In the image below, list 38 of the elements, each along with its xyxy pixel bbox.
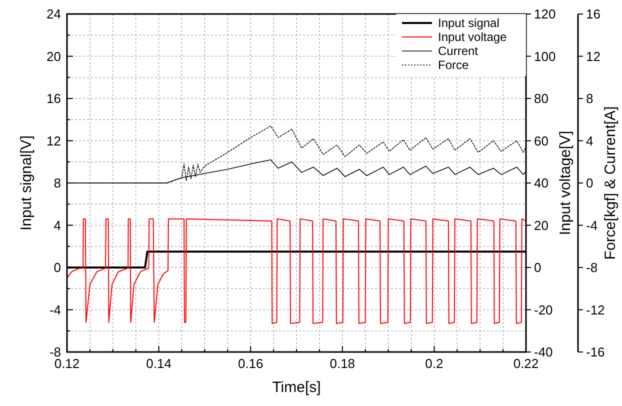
y-tick-label: 0 bbox=[54, 260, 61, 275]
y3-tick-label: 8 bbox=[586, 91, 594, 106]
x-tick-label: 0.2 bbox=[425, 356, 444, 371]
y3-tick-label: -4 bbox=[586, 218, 598, 233]
legend-label: Input signal bbox=[438, 16, 500, 30]
y2-tick-label: 120 bbox=[534, 6, 556, 22]
y-tick-label: 16 bbox=[46, 91, 61, 106]
y-tick-label: 12 bbox=[46, 133, 61, 148]
legend-label: Current bbox=[438, 44, 479, 58]
x-tick-label: 0.16 bbox=[238, 356, 264, 371]
y-axis-title: Input signal[V] bbox=[18, 135, 35, 231]
legend-label: Input voltage bbox=[438, 30, 508, 44]
y2-tick-label: 20 bbox=[534, 218, 548, 233]
y2-tick-label: 0 bbox=[534, 260, 542, 275]
y2-tick-label: -20 bbox=[534, 302, 553, 318]
y2-tick-label: 80 bbox=[534, 91, 548, 106]
y3-tick-label: -16 bbox=[586, 344, 605, 360]
y3-tick-label: 4 bbox=[586, 133, 594, 148]
y3-tick-label: 16 bbox=[586, 6, 600, 22]
y-tick-label: 8 bbox=[54, 176, 61, 190]
y2-axis-title: Input voltage[V] bbox=[557, 130, 574, 236]
y3-tick-label: -12 bbox=[586, 302, 605, 318]
y3-tick-label: -8 bbox=[586, 260, 598, 275]
line-series bbox=[67, 218, 526, 324]
y3-tick-label: 0 bbox=[586, 176, 594, 190]
y3-axis-title: Force[kgf] & Current[A] bbox=[602, 106, 619, 260]
x-tick-label: 0.18 bbox=[330, 356, 356, 371]
x-tick-label: 0.14 bbox=[146, 356, 172, 371]
y-tick-label: -4 bbox=[49, 302, 61, 318]
x-axis-title: Time[s] bbox=[272, 379, 321, 396]
legend-label: Force bbox=[438, 58, 469, 72]
y2-tick-label: 100 bbox=[534, 48, 556, 64]
y-tick-label: 24 bbox=[46, 6, 61, 22]
y-tick-label: 20 bbox=[46, 48, 61, 64]
y2-tick-label: 60 bbox=[534, 133, 548, 148]
y-tick-label: 4 bbox=[54, 218, 61, 233]
y3-tick-label: 12 bbox=[586, 48, 600, 64]
y2-tick-label: 40 bbox=[534, 176, 548, 190]
